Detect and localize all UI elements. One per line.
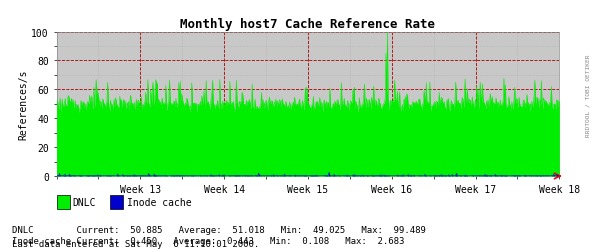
Text: DNLC: DNLC <box>73 198 96 207</box>
Text: DNLC        Current:  50.885   Average:  51.018   Min:  49.025   Max:  99.489: DNLC Current: 50.885 Average: 51.018 Min… <box>12 225 426 234</box>
Text: RRDTOOL / TOBI OETIKER: RRDTOOL / TOBI OETIKER <box>586 54 591 136</box>
Title: Monthly host7 Cache Reference Rate: Monthly host7 Cache Reference Rate <box>180 18 436 31</box>
Text: Inode cache Current:  0.450   Average:  0.443   Min:  0.108   Max:  2.683: Inode cache Current: 0.450 Average: 0.44… <box>12 236 404 245</box>
Y-axis label: References/s: References/s <box>18 69 29 140</box>
Text: Last data entered at Sat May  6 11:10:01 2000.: Last data entered at Sat May 6 11:10:01 … <box>12 239 259 248</box>
Text: Inode cache: Inode cache <box>127 198 192 207</box>
